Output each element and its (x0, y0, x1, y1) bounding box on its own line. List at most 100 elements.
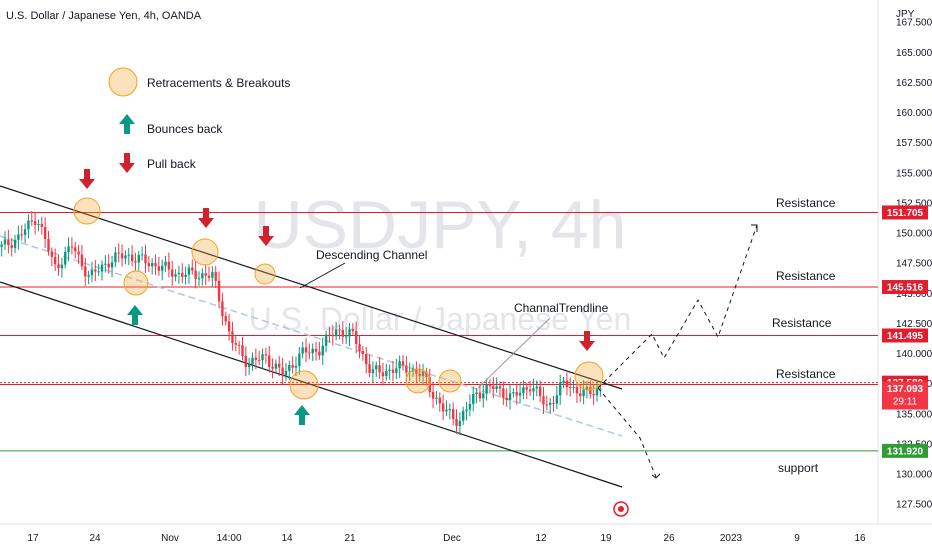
candle[interactable] (472, 386, 475, 412)
candle[interactable] (30, 211, 33, 226)
candle[interactable] (97, 263, 100, 276)
candle[interactable] (284, 363, 288, 381)
candle[interactable] (569, 377, 572, 397)
time-axis[interactable]: 17 24 Nov 14:00 14 21 Dec 12 19 26 2023 9 16 (27, 533, 866, 544)
candle[interactable] (418, 364, 421, 382)
candle[interactable] (120, 244, 124, 267)
candle[interactable] (438, 392, 441, 412)
candle[interactable] (358, 335, 361, 359)
candle[interactable] (338, 324, 341, 340)
candle[interactable] (127, 247, 130, 266)
candle[interactable] (40, 216, 44, 235)
candle[interactable] (217, 271, 221, 309)
candle[interactable] (298, 347, 301, 375)
candle[interactable] (80, 244, 84, 271)
candle[interactable] (445, 400, 448, 417)
candle[interactable] (391, 360, 395, 381)
candle[interactable] (535, 380, 538, 397)
candle[interactable] (13, 234, 17, 254)
candle[interactable] (572, 380, 575, 393)
candle[interactable] (237, 340, 241, 355)
candle[interactable] (147, 255, 151, 272)
candle[interactable] (57, 254, 60, 276)
candle[interactable] (495, 377, 498, 393)
candle[interactable] (421, 363, 425, 385)
candle[interactable] (361, 346, 365, 361)
candle[interactable] (181, 263, 184, 284)
candle[interactable] (187, 263, 191, 284)
candle[interactable] (244, 346, 248, 377)
candle[interactable] (268, 345, 271, 373)
candle[interactable] (324, 330, 328, 353)
candle[interactable] (137, 251, 140, 271)
candle[interactable] (538, 380, 542, 403)
candle[interactable] (254, 348, 258, 370)
candle[interactable] (64, 246, 67, 269)
candle[interactable] (204, 264, 207, 286)
candle[interactable] (354, 321, 358, 354)
candle[interactable] (207, 266, 211, 282)
candle[interactable] (94, 259, 97, 282)
candle[interactable] (74, 241, 77, 259)
candle[interactable] (191, 259, 194, 275)
candle[interactable] (505, 388, 508, 407)
target-icon[interactable] (613, 501, 629, 517)
candle[interactable] (314, 341, 318, 361)
candle[interactable] (167, 252, 171, 278)
candle[interactable] (548, 397, 552, 414)
candle[interactable] (375, 361, 378, 377)
candle[interactable] (47, 231, 50, 256)
channel-mid-line[interactable] (0, 235, 623, 437)
candle[interactable] (308, 343, 311, 360)
candle[interactable] (558, 374, 562, 406)
candle[interactable] (455, 409, 458, 434)
candle[interactable] (247, 357, 251, 375)
candle[interactable] (60, 257, 64, 278)
candle[interactable] (27, 214, 30, 239)
candle[interactable] (257, 350, 261, 365)
candle[interactable] (104, 255, 107, 273)
candle[interactable] (134, 252, 137, 272)
candle[interactable] (458, 412, 462, 436)
candle[interactable] (435, 390, 438, 405)
candle[interactable] (211, 266, 214, 288)
candle[interactable] (87, 270, 90, 285)
candle[interactable] (451, 402, 455, 426)
candle[interactable] (595, 380, 599, 402)
candle[interactable] (301, 341, 304, 359)
candle[interactable] (161, 259, 164, 281)
candle[interactable] (53, 248, 57, 271)
candle[interactable] (395, 359, 398, 379)
candle[interactable] (528, 380, 532, 397)
candle[interactable] (234, 335, 237, 352)
candle[interactable] (425, 367, 428, 386)
candle[interactable] (100, 260, 104, 281)
candle[interactable] (502, 381, 505, 406)
candle[interactable] (221, 292, 224, 326)
candle[interactable] (90, 261, 94, 282)
candle[interactable] (351, 323, 355, 335)
candle[interactable] (485, 378, 488, 401)
candle[interactable] (77, 244, 80, 264)
candle[interactable] (304, 338, 308, 363)
channel-upper-line[interactable] (0, 185, 623, 390)
candle[interactable] (150, 258, 154, 275)
candle[interactable] (398, 355, 401, 378)
candle[interactable] (542, 386, 545, 415)
candle[interactable] (575, 381, 579, 404)
candle[interactable] (43, 217, 47, 249)
candle[interactable] (522, 380, 525, 400)
candle[interactable] (194, 260, 197, 289)
candle[interactable] (261, 348, 264, 369)
candle[interactable] (488, 379, 492, 394)
candle[interactable] (492, 376, 495, 399)
candle[interactable] (291, 356, 294, 374)
candle[interactable] (552, 395, 555, 412)
candle[interactable] (371, 361, 375, 383)
candle[interactable] (107, 254, 110, 274)
candle[interactable] (227, 313, 231, 341)
candle[interactable] (67, 237, 70, 262)
candle[interactable] (478, 383, 482, 403)
candle[interactable] (124, 250, 127, 265)
